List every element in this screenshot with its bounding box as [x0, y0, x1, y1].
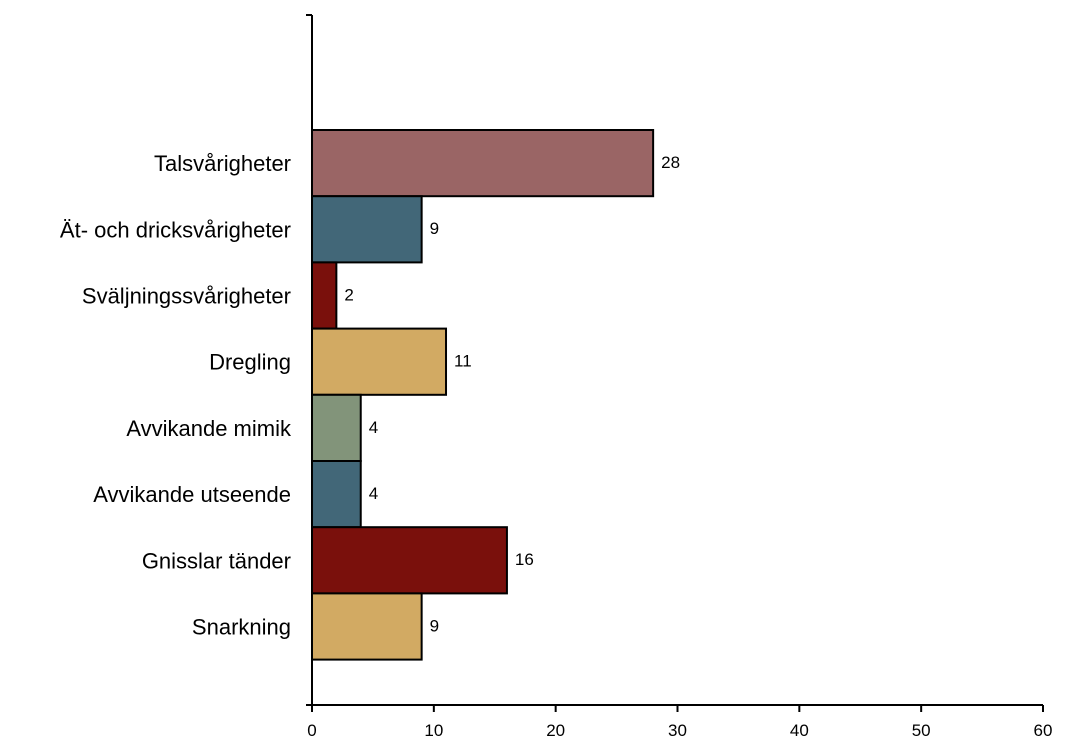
x-tick-label: 0	[307, 721, 316, 740]
category-label: Avvikande utseende	[93, 482, 291, 507]
x-tick-label: 20	[546, 721, 565, 740]
bar	[311, 592, 423, 661]
category-label: Ät- och dricksvårigheter	[60, 217, 291, 242]
x-tick-label: 30	[668, 721, 687, 740]
bars-group	[311, 129, 655, 661]
category-label: Sväljningssvårigheter	[82, 284, 291, 309]
x-tick-label: 50	[912, 721, 931, 740]
bar	[311, 195, 423, 264]
value-label: 11	[454, 352, 472, 371]
value-label: 28	[661, 153, 680, 172]
x-tick-label: 10	[424, 721, 443, 740]
value-label: 16	[515, 550, 534, 569]
value-label: 4	[369, 418, 378, 437]
bar	[311, 261, 338, 330]
value-label: 4	[369, 484, 378, 503]
bar	[311, 327, 448, 396]
category-label: Avvikande mimik	[126, 416, 292, 441]
category-label: Dregling	[209, 350, 291, 375]
category-label: Snarkning	[192, 615, 291, 640]
category-label: Gnisslar tänder	[142, 548, 291, 573]
category-label: Talsvårigheter	[154, 151, 291, 176]
bar	[311, 129, 655, 198]
value-label: 9	[430, 616, 439, 635]
value-labels: 28 9 2 11 4 4 16 9	[344, 153, 680, 635]
bar	[311, 393, 362, 462]
x-axis-ticks: 0 10 20 30 40 50 60	[307, 705, 1052, 740]
bar	[311, 526, 508, 595]
category-labels: Talsvårigheter Ät- och dricksvårigheter Sv…	[60, 151, 292, 639]
value-label: 2	[344, 285, 353, 304]
bar	[311, 460, 362, 529]
x-tick-label: 60	[1034, 721, 1053, 740]
value-label: 9	[430, 219, 439, 238]
x-tick-label: 40	[790, 721, 809, 740]
